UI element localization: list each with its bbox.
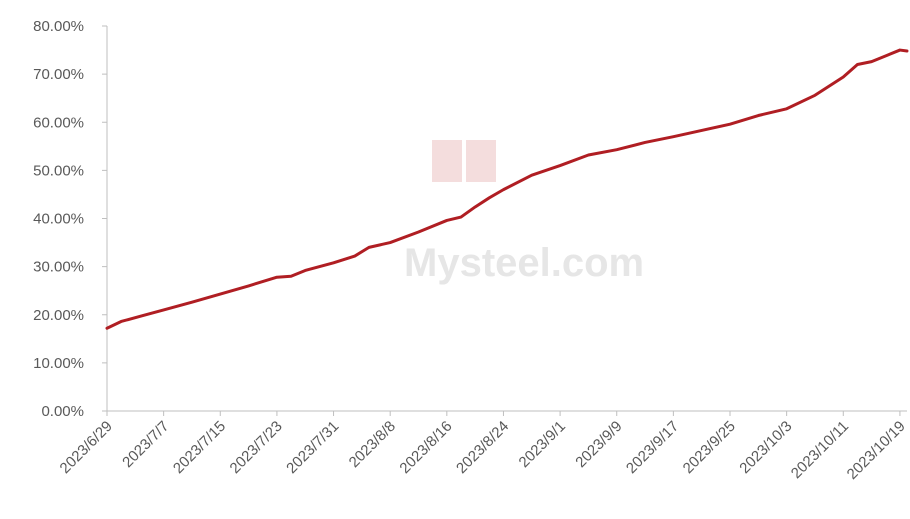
y-axis: 0.00% 10.00% 20.00% 30.00% 40.00% 50.00% 60.00… [33,18,108,420]
y-tick-label: 60.00% [33,114,84,131]
y-tick-label: 80.00% [33,18,84,35]
x-tick-label: 2023/10/3 [736,418,795,477]
x-tick-label: 2023/7/23 [227,418,286,477]
plot-area [105,48,909,330]
x-axis: 2023/6/29 2023/7/72023/7/152023/7/232023/… [57,410,909,483]
y-tick-label: 70.00% [33,66,84,83]
x-tick-label: 2023/9/25 [680,418,739,477]
series-line [105,48,909,330]
x-tick-label: 2023/9/9 [572,418,625,471]
watermark-logo-block [432,140,462,182]
x-tick-label: 2023/8/16 [396,418,455,477]
y-tick-label: 20.00% [33,307,84,324]
x-tick-label: 2023/7/7 [119,418,172,471]
x-tick-label: 2023/9/17 [623,418,682,477]
y-tick-label: 30.00% [33,259,84,276]
watermark-logo-block [466,140,496,182]
y-tick-label: 50.00% [33,162,84,179]
x-tick-label: 2023/10/11 [788,418,852,482]
x-tick-label: 2023/10/19 [844,418,909,483]
y-tick-label: 40.00% [33,211,84,228]
y-tick-label: 0.00% [41,403,84,420]
x-tick-label: 2023/6/29 [57,418,116,477]
y-tick-label: 10.00% [33,355,84,372]
watermark: Mysteel.com [404,140,644,285]
x-tick-label: 2023/8/8 [346,418,399,471]
watermark-text: Mysteel.com [404,241,644,285]
x-tick-label: 2023/8/24 [453,418,512,477]
x-tick-label: 2023/7/31 [283,418,342,477]
x-tick-label: 2023/7/15 [170,418,229,477]
x-tick-label: 2023/9/1 [516,418,569,471]
